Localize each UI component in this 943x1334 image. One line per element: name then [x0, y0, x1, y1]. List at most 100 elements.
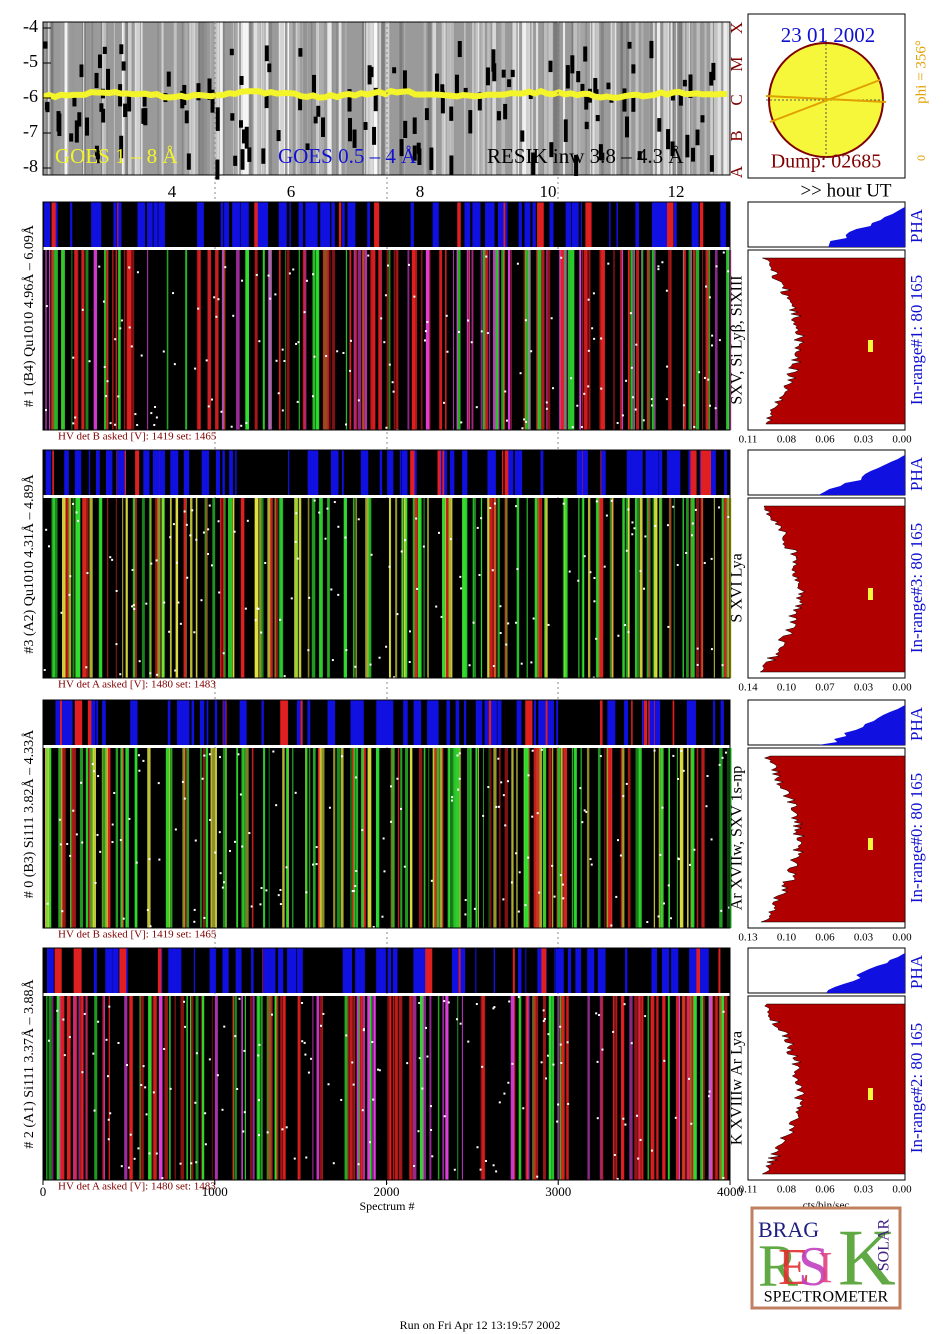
- spectrum-dot: [357, 399, 360, 402]
- spectrum-stripe: [141, 498, 145, 678]
- spectrum-dot: [222, 652, 225, 655]
- pha-stripe: [713, 700, 716, 745]
- spectrum-dot: [698, 371, 701, 374]
- spectrum-stripe: [240, 498, 245, 678]
- spectrum-dot: [340, 755, 343, 758]
- pha-stripe: [157, 948, 162, 993]
- pha-stripe: [224, 202, 229, 247]
- spectrum-dot: [195, 1052, 198, 1055]
- spectrum-stripe: [128, 250, 132, 430]
- spectrum-stripe: [93, 250, 98, 430]
- spectrum-dot: [519, 372, 522, 375]
- spectrum-stripe: [340, 748, 344, 928]
- spectrum-dot: [275, 359, 278, 362]
- spectrum-stripe: [560, 748, 563, 928]
- spectrum-dot: [484, 1159, 487, 1162]
- spectrum-dot: [492, 1164, 495, 1167]
- spectrum-dot: [625, 379, 628, 382]
- goes-segment: [207, 78, 212, 100]
- sun-arrow: [765, 95, 887, 103]
- spectrum-stripe: [280, 996, 282, 1180]
- spectrum-dot: [426, 1055, 429, 1058]
- spectrum-stripe: [50, 250, 54, 430]
- spectrum-dot: [207, 553, 210, 556]
- spectrum-stripe: [376, 748, 380, 928]
- spectrum-dot: [351, 1061, 354, 1064]
- spectrum-dot: [283, 359, 286, 362]
- spectrum-stripe: [489, 498, 493, 678]
- pha-stripe: [459, 948, 466, 993]
- spectrum-stripe: [560, 250, 564, 430]
- spectrum-dot: [194, 839, 197, 842]
- spectrum-dot: [480, 517, 483, 520]
- pha-stripe: [112, 948, 119, 993]
- spectrum-dot: [340, 1098, 343, 1101]
- spectrum-stripe: [578, 498, 580, 678]
- pha-stripe: [537, 202, 544, 247]
- spectrum-dot: [281, 348, 284, 351]
- pha-stripe: [671, 948, 679, 993]
- spectrum-stripe: [304, 250, 307, 430]
- spectrum-stripe: [407, 250, 410, 430]
- pha-stripe: [625, 948, 628, 993]
- spectrum-dot: [108, 1005, 111, 1008]
- pha-stripe: [556, 948, 564, 993]
- pha-stripe: [78, 948, 82, 993]
- pha-stripe: [61, 700, 65, 745]
- spectrum-stripe: [183, 498, 186, 678]
- hv-label: HV det B asked [V]: 1419 set: 1465: [58, 929, 217, 941]
- spectrum-stripe: [161, 498, 164, 678]
- goes-stripe: [106, 22, 108, 175]
- goes-stripe: [260, 22, 263, 175]
- spectrum-stripe: [333, 748, 336, 928]
- spectrum-stripe: [77, 498, 81, 678]
- pha-stripe: [54, 948, 62, 993]
- spectrum-stripe: [397, 748, 400, 928]
- spectrum-dot: [320, 1024, 323, 1027]
- spectrum-stripe: [165, 748, 170, 928]
- spectrum-dot: [119, 327, 122, 330]
- sun-phi: phi = 356°: [913, 40, 929, 104]
- spectrum-dot: [467, 319, 470, 322]
- goes-stripe: [691, 22, 693, 175]
- goes-segment: [678, 92, 683, 106]
- spectrum-dot: [332, 1162, 335, 1165]
- spectrum-dot: [642, 419, 645, 422]
- pha-stripe: [457, 202, 461, 247]
- spectrum-dot: [445, 314, 448, 317]
- spectrum-stripe: [106, 250, 109, 430]
- spectrum-dot: [576, 404, 579, 407]
- spectrum-dot: [400, 550, 403, 553]
- spectrum-stripe: [456, 250, 461, 430]
- rate-tick-label: 0.00: [892, 682, 912, 694]
- pha-stripe: [61, 700, 67, 745]
- goes-stripe: [240, 22, 245, 175]
- goes-segment: [347, 89, 352, 112]
- goes-segment: [631, 94, 636, 112]
- spectrum-stripe: [456, 250, 458, 430]
- spectrum-dot: [635, 343, 638, 346]
- spectrum-dot: [583, 392, 586, 395]
- spectrum-dot: [593, 577, 596, 580]
- pha-stripe: [587, 948, 595, 993]
- spectrum-dot: [140, 354, 143, 357]
- spectrum-stripe: [236, 250, 240, 430]
- rate-profile: [762, 1003, 906, 1175]
- spectrum-stripe: [58, 748, 61, 928]
- pha-stripe: [377, 700, 384, 745]
- spectrum-dot: [277, 894, 280, 897]
- spectrum-dot: [544, 1077, 547, 1080]
- spectrum-dot: [83, 1012, 86, 1015]
- spectrum-dot: [257, 1054, 260, 1057]
- spectrum-dot: [464, 913, 467, 916]
- spectrum-dot: [145, 602, 148, 605]
- spectrum-stripe: [719, 748, 723, 928]
- spectrum-stripe: [386, 250, 389, 430]
- pha-stripe: [261, 202, 268, 247]
- pha-stripe: [161, 450, 165, 495]
- spectrum-dot: [201, 777, 204, 780]
- pha-stripe: [458, 948, 461, 993]
- pha-stripe: [310, 450, 312, 495]
- spectrum-stripe: [125, 748, 128, 928]
- spectrum-stripe: [344, 498, 347, 678]
